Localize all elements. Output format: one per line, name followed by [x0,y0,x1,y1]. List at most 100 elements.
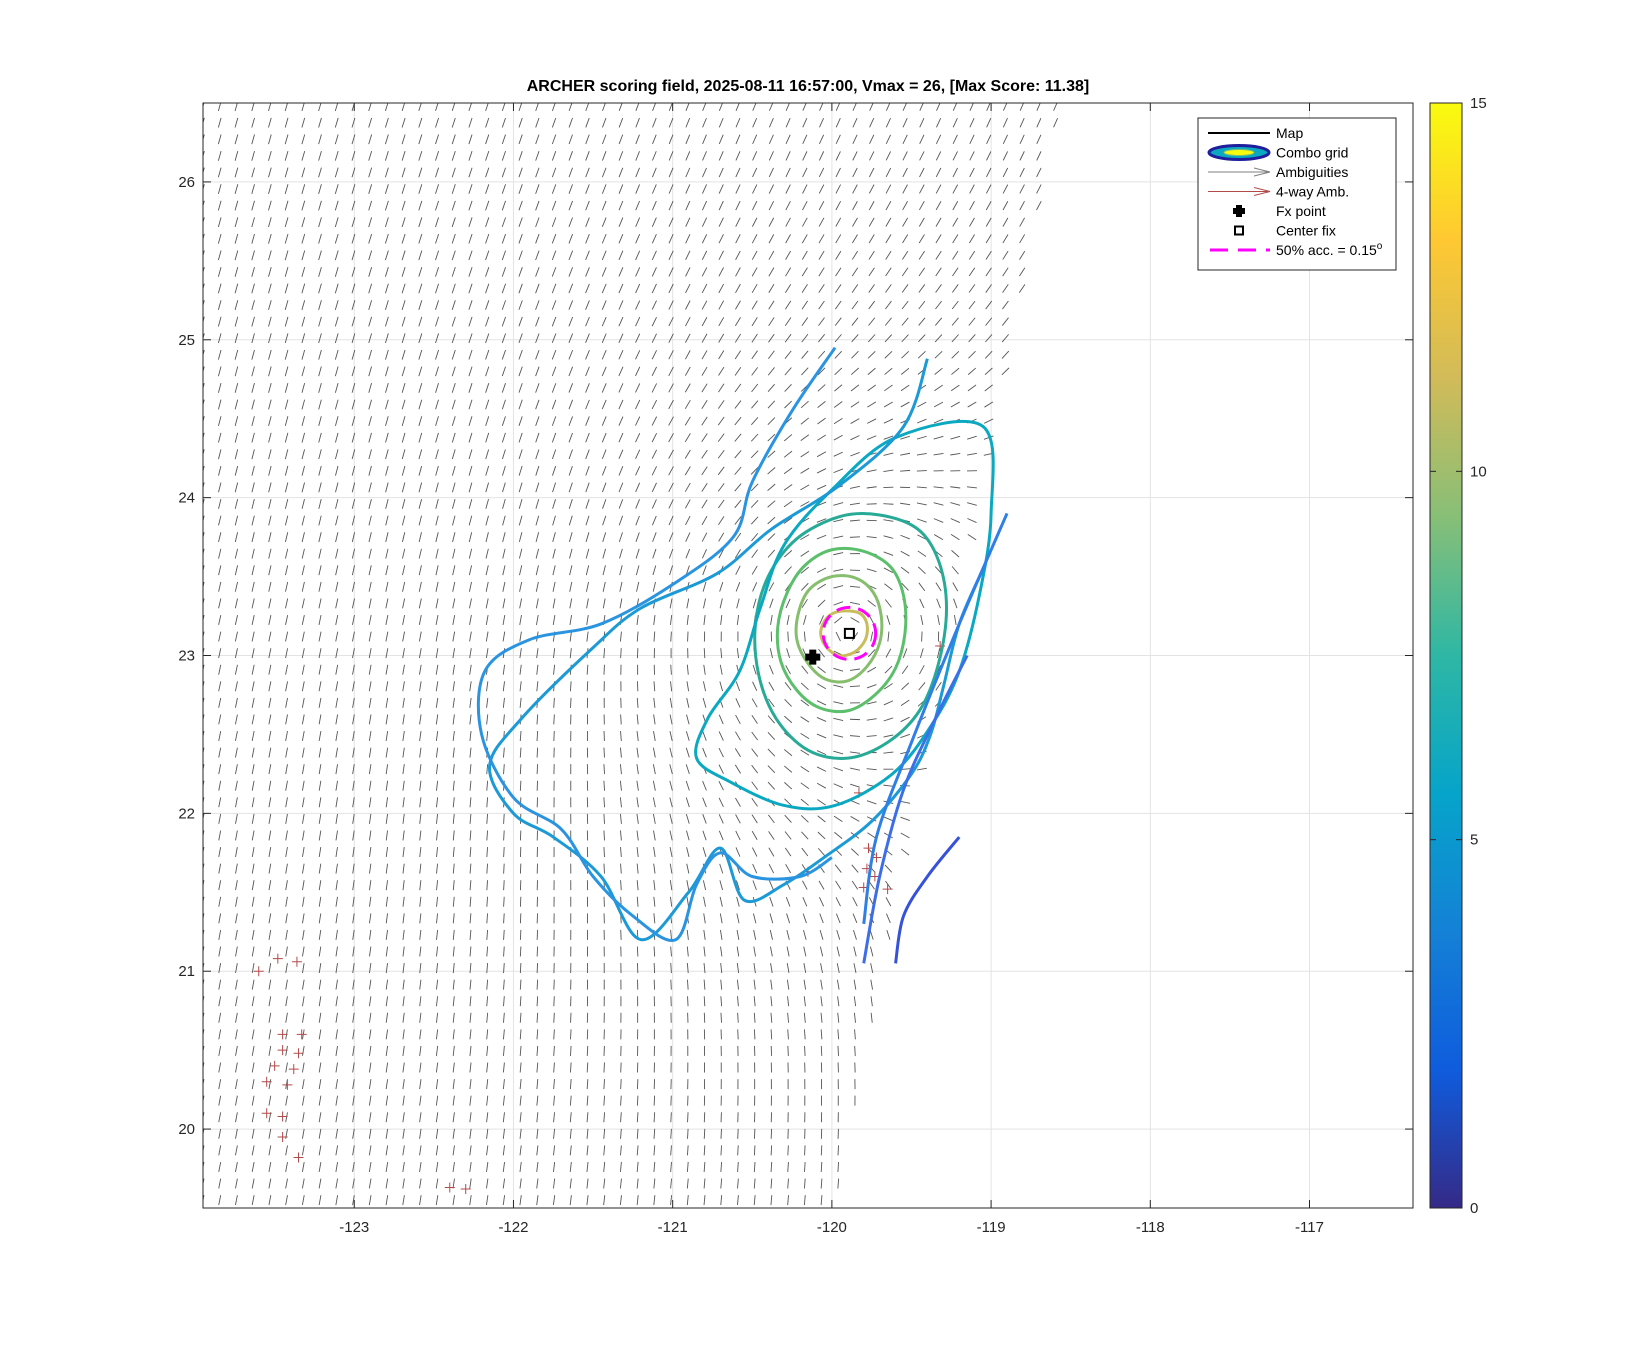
wind-vector [519,1178,522,1189]
wind-vector [685,283,691,294]
wind-vector [384,217,389,228]
wind-vector [402,1112,405,1123]
wind-vector [218,482,222,493]
wind-vector [234,117,239,128]
wind-vector [853,1012,856,1023]
wind-vector [866,718,877,721]
wind-vector [251,217,255,228]
wind-vector [401,399,406,410]
wind-vector [535,548,539,559]
wind-vector [767,400,776,409]
wind-vector [768,167,774,178]
wind-vector [702,681,707,692]
wind-vector [950,401,960,408]
wind-vector [851,317,859,326]
wind-vector [736,896,740,907]
wind-vector [816,468,827,474]
wind-vector [268,1195,272,1206]
wind-vector [203,581,205,589]
wind-vector [568,300,574,310]
wind-vector [635,466,641,476]
legend-label: Combo grid [1276,145,1348,161]
wind-vector [883,551,894,556]
wind-vector [501,134,506,145]
wind-vector [935,582,942,592]
wind-vector [384,103,389,112]
wind-vector [1019,117,1025,128]
wind-vector [901,682,910,691]
wind-vector [751,731,758,741]
wind-vector [285,1012,288,1023]
wind-vector [816,451,827,458]
wind-vector [601,383,607,393]
four-way-ambiguity [253,966,264,977]
wind-vector [618,399,624,410]
wind-vector [485,333,490,344]
wind-vector [785,200,791,211]
wind-vector [251,581,255,592]
wind-vector [768,333,775,343]
wind-vector [552,1195,556,1206]
wind-vector [767,500,776,508]
wind-vector [301,631,305,642]
four-way-ambiguity-field [253,641,946,1195]
wind-vector [351,233,356,244]
wind-vector [451,150,456,161]
wind-vector [518,250,523,261]
wind-vector [751,764,759,774]
wind-vector [384,250,389,261]
wind-vector [301,349,306,360]
wind-vector [620,1128,622,1139]
wind-vector [686,929,689,940]
wind-vector [335,614,339,625]
wind-vector [586,1095,589,1106]
wind-vector [435,614,439,625]
wind-vector [385,830,389,841]
wind-vector [251,863,255,874]
wind-vector [452,813,455,824]
wind-vector [618,233,624,244]
wind-vector [837,1161,840,1172]
wind-vector [768,300,775,310]
wind-vector [203,465,205,473]
wind-vector [686,1145,689,1156]
wind-vector [384,233,389,244]
wind-vector [918,284,926,293]
wind-vector [435,565,439,576]
wind-vector [485,432,490,443]
wind-vector [670,979,672,990]
wind-vector [318,366,322,377]
wind-vector [384,200,389,211]
wind-vector [301,432,306,443]
wind-vector [203,134,205,141]
wind-vector [251,1062,255,1073]
wind-vector [203,1045,205,1054]
wind-vector [753,946,756,957]
wind-vector [883,784,894,787]
wind-vector [235,813,238,824]
wind-vector [834,334,842,343]
wind-vector [203,200,205,208]
wind-vector [485,250,490,261]
wind-vector [803,631,806,642]
wind-vector [518,300,523,310]
wind-vector [918,682,926,691]
wind-vector [767,533,776,541]
wind-vector [335,946,338,957]
wind-vector [685,350,691,360]
wind-vector [352,929,355,940]
wind-vector [651,399,658,410]
wind-vector [833,401,843,408]
wind-vector [268,664,272,675]
wind-vector [568,416,573,426]
wind-vector [352,896,355,907]
wind-vector [702,814,707,824]
wind-vector [419,1079,422,1090]
wind-vector [619,1178,622,1189]
wind-vector [734,366,742,376]
wind-vector [718,234,724,244]
wind-vector [618,316,624,327]
wind-vector [986,118,992,128]
wind-vector [368,681,372,692]
